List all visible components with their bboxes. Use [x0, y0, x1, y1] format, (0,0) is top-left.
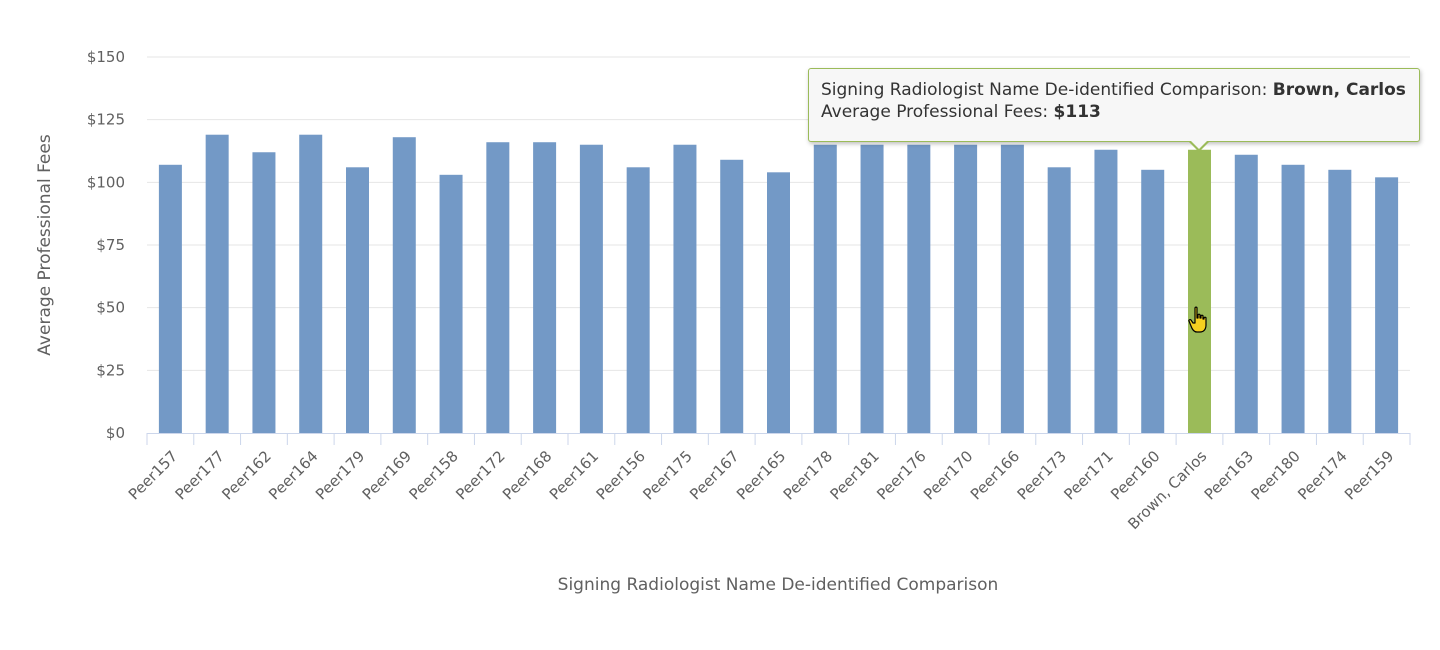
x-tick-label: Peer156	[593, 447, 649, 503]
x-tick-label: Peer166	[967, 447, 1023, 503]
bar[interactable]	[158, 164, 182, 433]
bar[interactable]	[720, 159, 744, 434]
tooltip-value: $113	[1053, 102, 1101, 122]
x-tick-label: Peer173	[1014, 447, 1070, 503]
x-tick-label: Peer159	[1341, 447, 1397, 503]
bar[interactable]	[533, 142, 557, 433]
x-tick-label: Peer175	[639, 447, 695, 503]
bar[interactable]	[1281, 164, 1305, 433]
x-tick-label: Peer180	[1247, 447, 1303, 503]
tooltip: Signing Radiologist Name De-identified C…	[808, 68, 1420, 142]
bar[interactable]	[1375, 177, 1399, 433]
x-tick-label: Peer181	[826, 447, 882, 503]
tooltip-line-value: Average Professional Fees: $113	[821, 101, 1407, 123]
x-tick-label: Peer165	[733, 447, 789, 503]
x-tick-label: Peer169	[359, 447, 415, 503]
hand-pointer-icon	[1188, 306, 1207, 333]
x-tick-label: Peer168	[499, 447, 555, 503]
x-tick-label: Peer157	[125, 447, 181, 503]
x-tick-label: Peer158	[405, 447, 461, 503]
y-tick-label: $150	[87, 48, 125, 66]
bar[interactable]	[813, 144, 837, 433]
tooltip-arrow-fill	[1190, 140, 1208, 149]
tooltip-line-category: Signing Radiologist Name De-identified C…	[821, 79, 1407, 101]
tooltip-category-value: Brown, Carlos	[1272, 80, 1406, 100]
x-axis-ticks: Peer157Peer177Peer162Peer164Peer179Peer1…	[125, 447, 1398, 533]
y-tick-label: $50	[96, 299, 125, 317]
bar[interactable]	[439, 174, 463, 433]
tooltip-value-label: Average Professional Fees:	[821, 102, 1054, 122]
x-axis-title: Signing Radiologist Name De-identified C…	[558, 575, 999, 595]
bar[interactable]	[579, 144, 603, 433]
x-tick-label: Peer172	[452, 447, 508, 503]
x-tick-label: Peer177	[172, 447, 228, 503]
x-tick-label: Peer179	[312, 447, 368, 503]
x-tick-label: Peer174	[1294, 447, 1350, 503]
y-axis-ticks: $0 $25 $50 $75 $100 $125 $150	[87, 48, 125, 442]
x-tick-label: Peer176	[873, 447, 929, 503]
x-tick-label: Peer164	[265, 447, 321, 503]
bar[interactable]	[673, 144, 697, 433]
bar[interactable]	[1234, 154, 1258, 433]
x-tick-label: Peer162	[218, 447, 274, 503]
bar[interactable]	[626, 167, 650, 433]
bar[interactable]	[205, 134, 229, 433]
bar[interactable]	[1328, 169, 1352, 434]
x-tick-label: Peer161	[546, 447, 602, 503]
x-tick-label: Peer171	[1060, 447, 1116, 503]
bar[interactable]	[392, 137, 416, 434]
bar[interactable]	[346, 167, 369, 433]
bar[interactable]	[252, 152, 276, 433]
bar[interactable]	[299, 134, 323, 433]
bar[interactable]	[1000, 144, 1024, 433]
y-tick-label: $100	[87, 173, 125, 191]
y-tick-label: $125	[87, 111, 125, 129]
bar[interactable]	[907, 144, 931, 433]
x-tick-label: Peer178	[780, 447, 836, 503]
bar[interactable]	[860, 144, 884, 433]
bars[interactable]	[158, 134, 1399, 434]
y-tick-label: $25	[96, 361, 125, 379]
x-axis	[146, 433, 1411, 445]
y-tick-label: $75	[96, 236, 125, 254]
x-tick-label: Peer163	[1201, 447, 1257, 503]
y-axis-title: Average Professional Fees	[35, 134, 55, 356]
bar[interactable]	[1141, 169, 1165, 434]
bar[interactable]	[486, 142, 510, 433]
x-tick-label: Peer170	[920, 447, 976, 503]
x-tick-label: Peer167	[686, 447, 742, 503]
bar[interactable]	[1047, 167, 1071, 433]
bar[interactable]	[1188, 149, 1211, 433]
y-tick-label: $0	[106, 424, 125, 442]
tooltip-category-label: Signing Radiologist Name De-identified C…	[821, 80, 1273, 100]
bar[interactable]	[767, 172, 790, 433]
bar[interactable]	[954, 144, 978, 433]
bar[interactable]	[1094, 149, 1118, 433]
